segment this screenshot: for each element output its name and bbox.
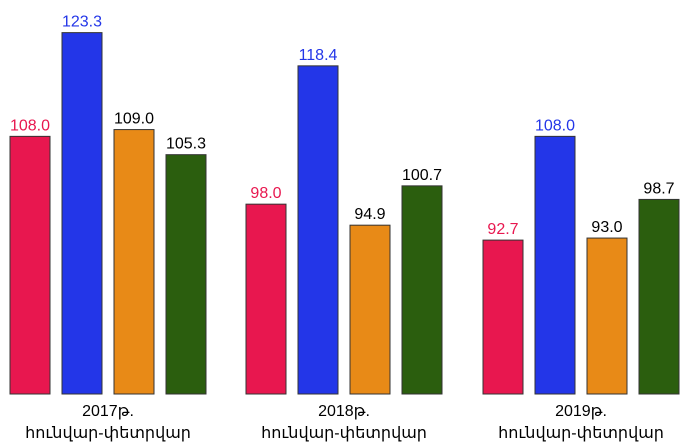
bar-s3-c2	[349, 224, 391, 395]
bar-s4-c1	[165, 154, 207, 395]
value-label-s4-c1: 105.3	[166, 136, 206, 153]
value-label-s3-c1: 109.0	[114, 111, 154, 128]
bar-s2-c2	[297, 65, 339, 395]
category-label-c2-line2: հունվար-փետրվար	[261, 425, 427, 442]
bar-s2-c3	[534, 135, 576, 395]
category-label-c1-line1: 2017թ.	[82, 403, 134, 420]
bar-s3-c3	[586, 237, 628, 395]
value-label-s4-c3: 98.7	[643, 180, 674, 197]
value-label-s1-c3: 92.7	[487, 221, 518, 238]
value-label-s1-c2: 98.0	[250, 185, 281, 202]
category-label-c1-line2: հունվար-փետրվար	[25, 425, 191, 442]
value-label-s2-c2: 118.4	[299, 47, 338, 64]
category-labels-group: 2017թ. հունվար-փետրվար 2018թ. հունվար-փետրվ…	[25, 403, 664, 442]
value-label-s4-c2: 100.7	[402, 167, 442, 184]
value-label-s3-c2: 94.9	[354, 206, 385, 223]
category-label-c2-line1: 2018թ.	[318, 403, 370, 420]
bar-s1-c3	[482, 239, 524, 395]
category-label-c3-line1: 2019թ.	[555, 403, 607, 420]
category-label-c3-line2: հունվար-փետրվար	[498, 425, 664, 442]
bars-group	[9, 32, 680, 395]
value-labels-group: 108.0 123.3 109.0 105.3 98.0 118.4 94.9 100.7 92…	[10, 14, 675, 238]
value-label-s1-c1: 108.0	[10, 117, 50, 134]
value-label-s2-c1: 123.3	[62, 14, 102, 31]
bar-s3-c1	[113, 129, 155, 395]
bar-s2-c1	[61, 32, 103, 395]
bar-s1-c2	[245, 203, 287, 395]
bar-s4-c2	[401, 185, 443, 395]
bar-s4-c3	[638, 198, 680, 395]
bar-s1-c1	[9, 135, 51, 395]
value-label-s3-c3: 93.0	[591, 219, 622, 236]
value-label-s2-c3: 108.0	[535, 117, 575, 134]
